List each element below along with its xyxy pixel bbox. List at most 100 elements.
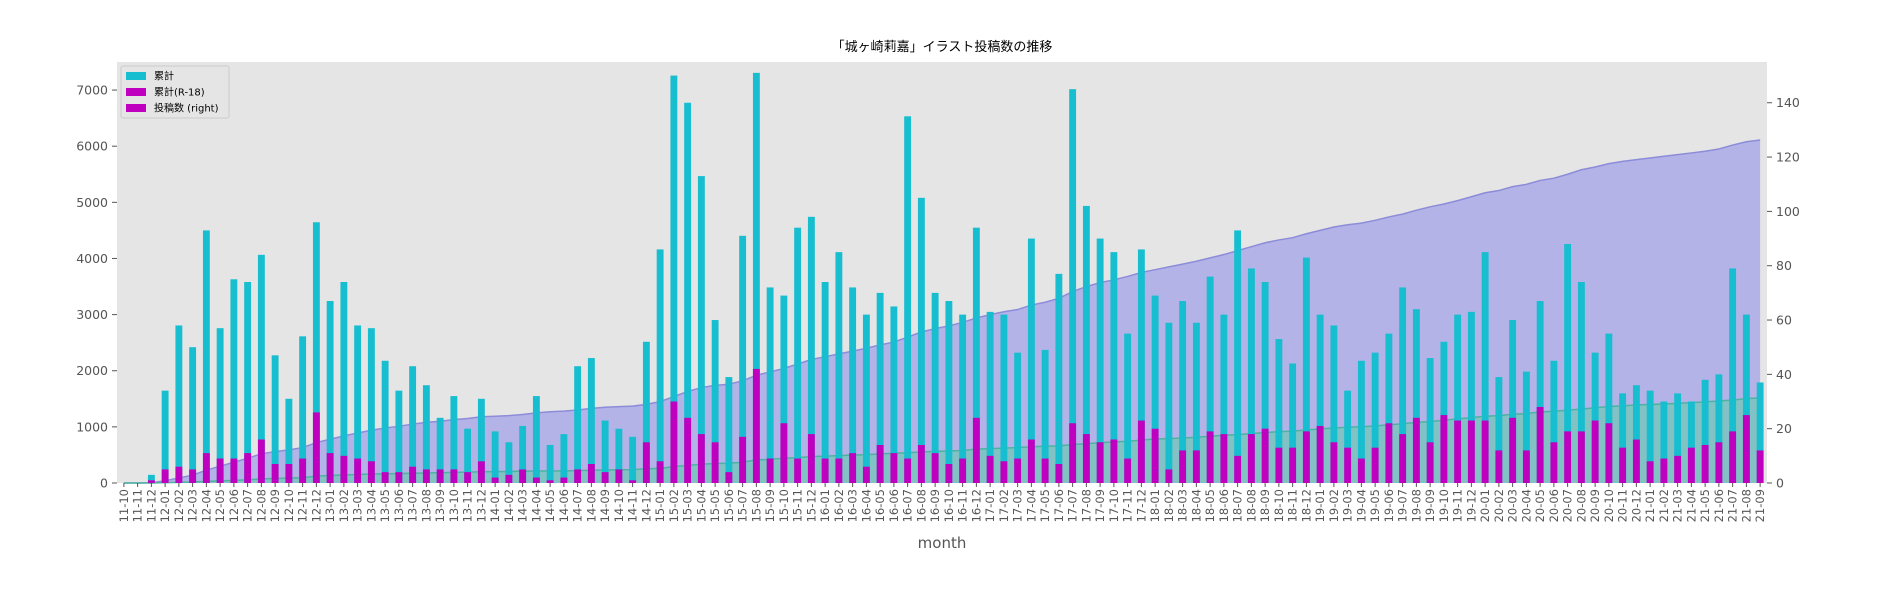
x-tick-label: 14-07 bbox=[571, 489, 585, 522]
x-tick-label: 19-01 bbox=[1313, 489, 1327, 522]
bar-r18-12-12 bbox=[312, 412, 320, 483]
bar-r18-13-01 bbox=[326, 453, 334, 483]
bar-r18-21-02 bbox=[1660, 458, 1668, 483]
x-tick-label: 20-08 bbox=[1574, 489, 1588, 522]
x-tick-label: 16-04 bbox=[859, 489, 873, 522]
bar-total-17-10 bbox=[1110, 252, 1118, 483]
bar-total-17-01 bbox=[986, 311, 994, 483]
bar-r18-20-10 bbox=[1605, 423, 1613, 483]
bar-total-13-07 bbox=[409, 366, 417, 483]
x-tick-label: 20-04 bbox=[1519, 489, 1533, 522]
x-tick-label: 14-04 bbox=[529, 489, 543, 522]
x-tick-label: 17-10 bbox=[1107, 489, 1121, 522]
bar-total-17-06 bbox=[1055, 273, 1063, 483]
bar-r18-16-11 bbox=[959, 458, 967, 483]
bar-total-21-04 bbox=[1687, 401, 1695, 483]
bar-r18-18-05 bbox=[1206, 431, 1214, 483]
x-tick-label: 16-08 bbox=[914, 489, 928, 522]
bar-r18-17-07 bbox=[1069, 423, 1077, 483]
x-tick-label: 20-12 bbox=[1629, 489, 1643, 522]
bar-r18-19-10 bbox=[1440, 415, 1448, 483]
bar-total-17-09 bbox=[1096, 238, 1104, 483]
bar-total-13-06 bbox=[395, 390, 403, 483]
x-tick-label: 11-11 bbox=[131, 489, 145, 522]
y-axis-left: 0 1000 2000 3000 4000 5000 6000 7000 bbox=[76, 83, 117, 491]
x-axis-label: month bbox=[918, 534, 967, 552]
bar-r18-13-06 bbox=[395, 472, 403, 483]
bar-total-16-11 bbox=[959, 314, 967, 483]
bar-r18-21-08 bbox=[1742, 415, 1750, 483]
x-tick-label: 20-02 bbox=[1492, 489, 1506, 522]
bar-r18-15-01 bbox=[656, 461, 664, 483]
bar-total-20-02 bbox=[1495, 377, 1503, 483]
y-right-tick-label: 140 bbox=[1776, 95, 1800, 110]
bar-total-19-07 bbox=[1399, 287, 1407, 483]
x-tick-label: 14-05 bbox=[543, 489, 557, 522]
x-tick-label: 15-07 bbox=[736, 489, 750, 522]
y-left-tick-label: 6000 bbox=[76, 139, 108, 154]
x-tick-label: 13-02 bbox=[337, 489, 351, 522]
x-tick-label: 15-06 bbox=[722, 489, 736, 522]
x-tick-label: 21-05 bbox=[1698, 489, 1712, 522]
x-tick-label: 12-07 bbox=[241, 489, 255, 522]
bar-r18-19-07 bbox=[1399, 434, 1407, 483]
bar-total-17-02 bbox=[1000, 314, 1008, 483]
x-tick-label: 18-06 bbox=[1217, 489, 1231, 522]
x-tick-label: 16-03 bbox=[846, 489, 860, 522]
bar-total-20-05 bbox=[1536, 301, 1544, 483]
bar-r18-17-01 bbox=[986, 455, 994, 483]
bar-total-13-05 bbox=[381, 360, 389, 483]
bar-r18-12-11 bbox=[299, 458, 307, 483]
bar-r18-15-11 bbox=[794, 458, 802, 483]
bar-total-12-01 bbox=[161, 390, 169, 483]
bar-r18-20-12 bbox=[1632, 439, 1640, 483]
bar-total-15-10 bbox=[780, 295, 788, 483]
x-tick-label: 18-03 bbox=[1176, 489, 1190, 522]
bar-total-16-10 bbox=[945, 301, 953, 483]
bar-r18-16-05 bbox=[876, 444, 884, 483]
x-tick-label: 14-01 bbox=[488, 489, 502, 522]
bar-r18-18-10 bbox=[1275, 447, 1283, 483]
x-tick-label: 18-11 bbox=[1286, 489, 1300, 522]
bar-r18-20-05 bbox=[1536, 406, 1544, 483]
x-tick-label: 19-11 bbox=[1451, 489, 1465, 522]
x-tick-label: 18-09 bbox=[1258, 489, 1272, 522]
y-right-tick-label: 80 bbox=[1776, 258, 1792, 273]
bar-r18-21-01 bbox=[1646, 461, 1654, 483]
x-tick-label: 13-08 bbox=[419, 489, 433, 522]
x-tick-label: 15-12 bbox=[804, 489, 818, 522]
bar-total-14-06 bbox=[560, 434, 568, 483]
x-tick-label: 15-04 bbox=[694, 489, 708, 522]
bar-total-18-01 bbox=[1151, 295, 1159, 483]
x-tick-label: 16-05 bbox=[873, 489, 887, 522]
monthly-bars bbox=[147, 72, 1764, 484]
bar-total-16-07 bbox=[904, 116, 912, 483]
bar-total-21-05 bbox=[1701, 379, 1709, 483]
bar-total-19-04 bbox=[1357, 360, 1365, 483]
x-tick-label: 11-10 bbox=[117, 489, 131, 522]
x-tick-label: 12-10 bbox=[282, 489, 296, 522]
bar-r18-19-12 bbox=[1467, 420, 1475, 483]
bar-total-12-05 bbox=[216, 328, 224, 483]
x-tick-label: 13-01 bbox=[323, 489, 337, 522]
bar-r18-13-04 bbox=[367, 461, 375, 483]
bar-r18-17-04 bbox=[1027, 439, 1035, 483]
bar-total-16-09 bbox=[931, 292, 939, 483]
bar-r18-17-02 bbox=[1000, 461, 1008, 483]
bar-total-16-03 bbox=[849, 287, 857, 483]
x-tick-label: 17-11 bbox=[1121, 489, 1135, 522]
bar-total-20-07 bbox=[1564, 243, 1572, 483]
x-tick-label: 12-04 bbox=[199, 489, 213, 522]
x-tick-label: 13-04 bbox=[364, 489, 378, 522]
bar-r18-18-12 bbox=[1302, 431, 1310, 483]
bar-total-19-03 bbox=[1344, 390, 1352, 483]
bar-r18-19-01 bbox=[1316, 425, 1324, 483]
bar-r18-15-10 bbox=[780, 423, 788, 483]
bar-total-16-12 bbox=[972, 227, 980, 483]
bar-total-16-04 bbox=[862, 314, 870, 483]
y-left-tick-label: 0 bbox=[100, 476, 108, 491]
x-tick-label: 17-08 bbox=[1079, 489, 1093, 522]
x-tick-label: 21-07 bbox=[1726, 489, 1740, 522]
x-tick-label: 18-10 bbox=[1272, 489, 1286, 522]
bar-r18-15-08 bbox=[752, 368, 760, 483]
